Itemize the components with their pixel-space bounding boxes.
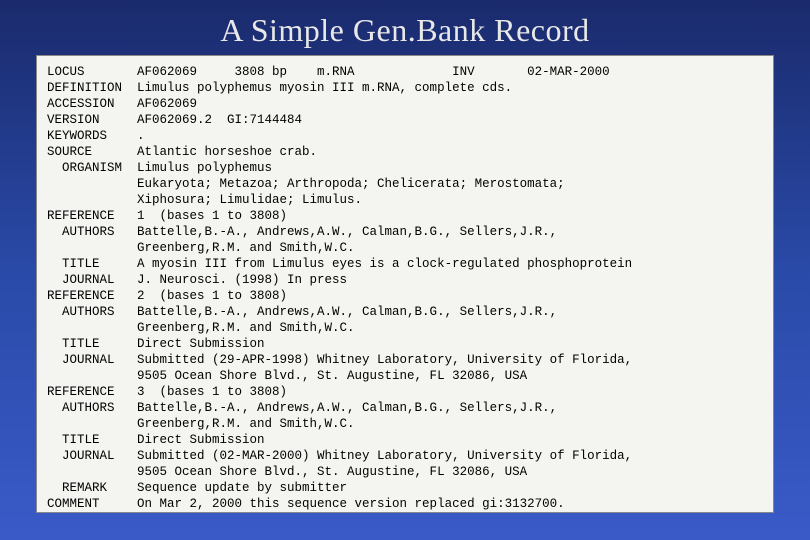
record-box: LOCUS AF062069 3808 bp m.RNA INV 02-MAR-… — [36, 55, 774, 513]
page-title: A Simple Gen.Bank Record — [0, 0, 810, 55]
genbank-record: LOCUS AF062069 3808 bp m.RNA INV 02-MAR-… — [47, 64, 763, 512]
